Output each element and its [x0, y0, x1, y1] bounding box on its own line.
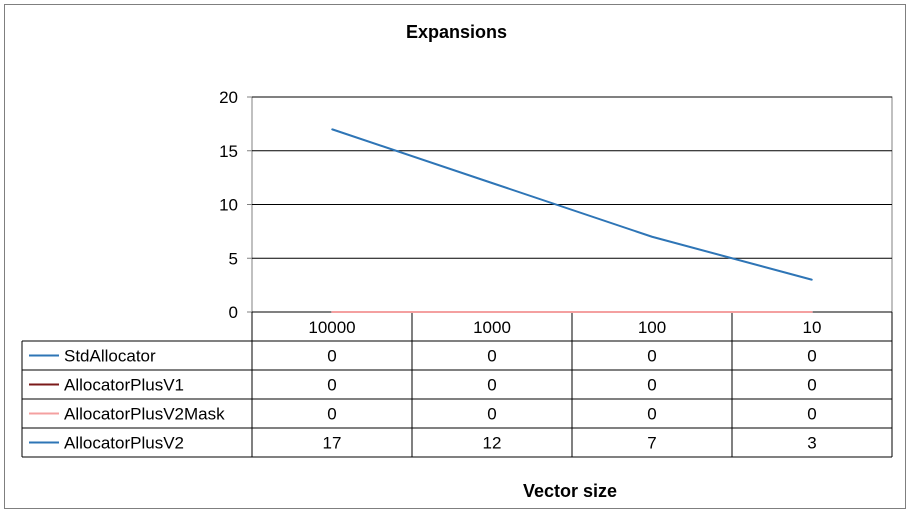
y-tick-label: 20 — [219, 88, 238, 107]
data-point — [811, 311, 813, 313]
legend-label: AllocatorPlusV2 — [64, 434, 184, 453]
y-tick-label: 10 — [219, 196, 238, 215]
legend-label: StdAllocator — [64, 347, 156, 366]
table-cell-value: 0 — [327, 376, 336, 395]
y-tick-label: 5 — [229, 249, 238, 268]
y-tick-label: 0 — [229, 303, 238, 322]
data-point — [331, 128, 333, 131]
table-cell-value: 0 — [647, 376, 656, 395]
x-tick-label: 1000 — [473, 318, 511, 337]
table-cell-value: 0 — [807, 405, 816, 424]
table-cell-value: 0 — [487, 376, 496, 395]
chart-title: Expansions — [405, 22, 508, 42]
data-point — [811, 278, 813, 281]
x-tick-label: 100 — [638, 318, 666, 337]
table-cell-value: 17 — [323, 434, 342, 453]
table-cell-value: 3 — [807, 434, 816, 453]
table-cell-value: 0 — [327, 405, 336, 424]
legend-label: AllocatorPlusV2Mask — [64, 405, 225, 424]
table-cell-value: 0 — [807, 376, 816, 395]
table-cell-value: 0 — [647, 405, 656, 424]
x-tick-label: 10 — [803, 318, 822, 337]
table-cell-value: 0 — [647, 347, 656, 366]
table-cell-value: 12 — [483, 434, 502, 453]
data-point — [491, 182, 493, 184]
legend-label: AllocatorPlusV1 — [64, 376, 184, 395]
table-cell-value: 0 — [327, 347, 336, 366]
table-cell-value: 0 — [807, 347, 816, 366]
table-cell-value: 0 — [487, 405, 496, 424]
table-cell-value: 0 — [487, 347, 496, 366]
chart-frame — [4, 4, 906, 509]
x-tick-label: 10000 — [308, 318, 355, 337]
table-cell-value: 7 — [647, 434, 656, 453]
y-tick-label: 15 — [219, 142, 238, 161]
data-point — [491, 311, 493, 313]
data-point — [651, 235, 653, 238]
series-line — [331, 128, 813, 281]
data-point — [651, 311, 653, 313]
data-point — [331, 311, 333, 313]
x-axis-label: Vector size — [522, 481, 618, 501]
